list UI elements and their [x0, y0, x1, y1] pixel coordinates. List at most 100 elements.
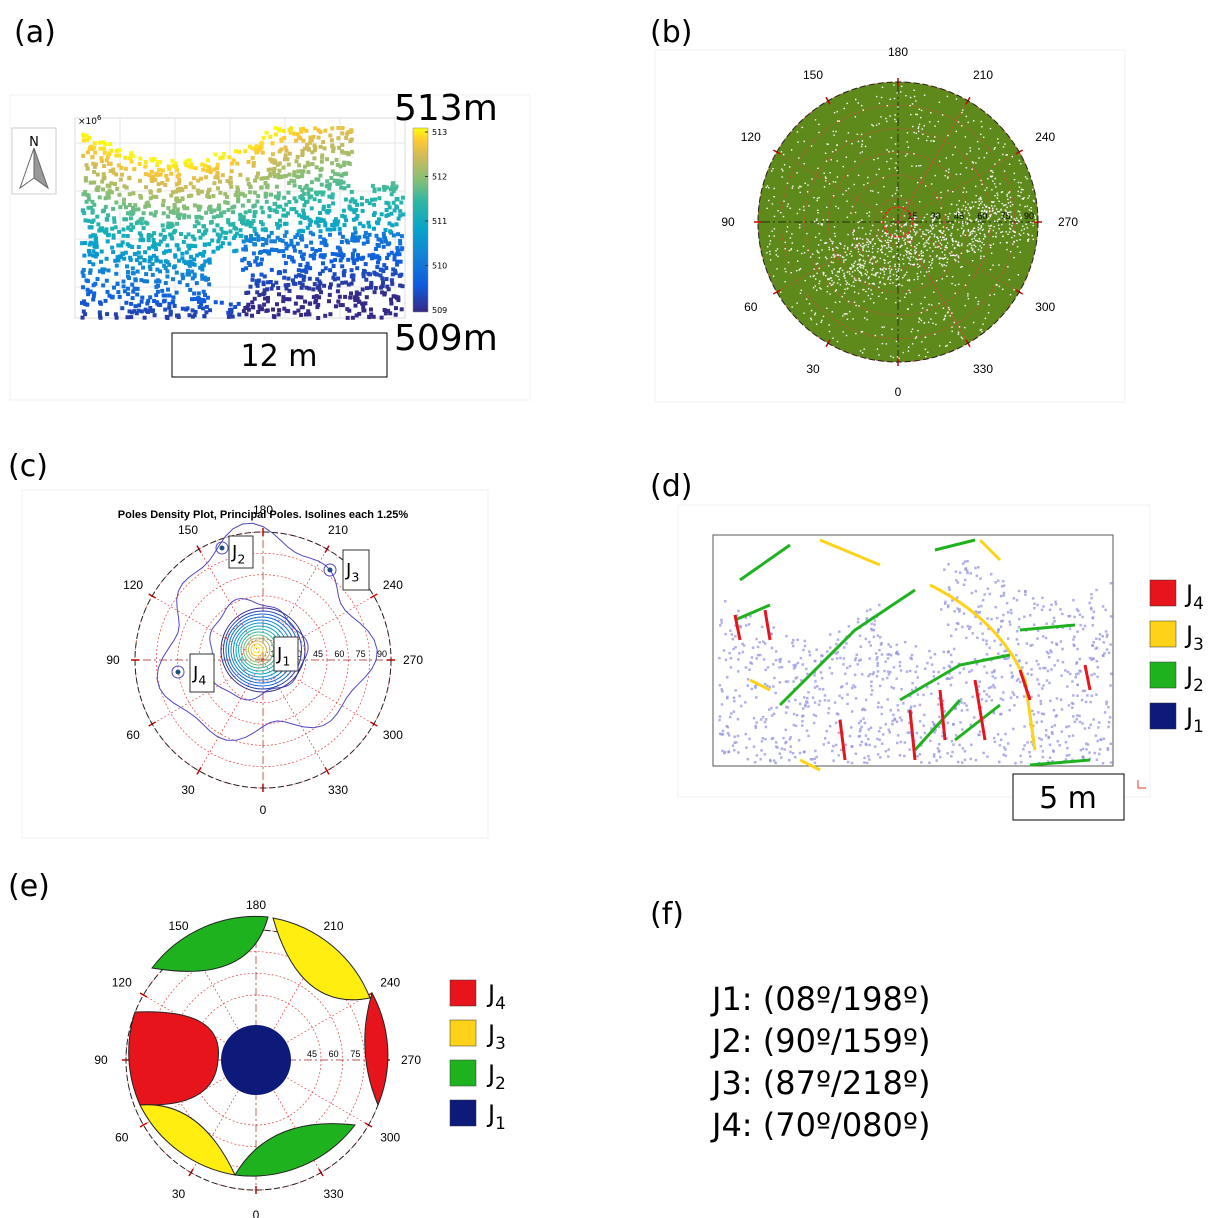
pole-point — [936, 197, 937, 198]
cloud-point — [824, 699, 827, 702]
map-pixel — [129, 153, 133, 157]
cloud-point — [796, 714, 799, 717]
pole-point — [839, 279, 840, 280]
cloud-point — [979, 730, 982, 733]
cloud-point — [899, 717, 902, 720]
panel-label: (f) — [650, 897, 684, 932]
pole-point — [911, 239, 912, 240]
map-pixel — [300, 238, 304, 242]
cloud-point — [860, 720, 863, 723]
cloud-point — [1029, 755, 1032, 758]
pole-point — [901, 226, 902, 227]
pole-point — [983, 137, 984, 138]
map-pixel — [161, 203, 165, 207]
pole-point — [915, 338, 916, 339]
cloud-point — [950, 684, 953, 687]
pole-point — [876, 272, 877, 273]
pole-point — [955, 255, 956, 256]
map-pixel — [254, 210, 258, 214]
map-pixel — [398, 214, 402, 218]
pole-point — [857, 244, 858, 245]
cloud-point — [955, 628, 958, 631]
pole-point — [769, 251, 770, 252]
map-pixel — [177, 259, 181, 263]
pole-point — [890, 158, 891, 159]
cloud-point — [1003, 746, 1006, 749]
pole-point — [924, 297, 925, 298]
pole-point — [866, 213, 867, 214]
pole-point — [818, 252, 819, 253]
pole-point — [919, 317, 920, 318]
pole-point — [933, 243, 934, 244]
cloud-point — [806, 697, 809, 700]
cloud-point — [1000, 644, 1003, 647]
joint-label: J2 — [486, 1060, 506, 1093]
joint-sub: 4 — [495, 993, 506, 1013]
pole-point — [983, 256, 984, 257]
pole-point — [829, 172, 830, 173]
map-pixel — [168, 249, 172, 253]
map-pixel — [267, 234, 271, 238]
pole-point — [913, 229, 914, 230]
cloud-point — [983, 593, 986, 596]
cloud-point — [986, 653, 989, 656]
pole-point — [981, 242, 982, 243]
cloud-point — [841, 697, 844, 700]
map-pixel — [246, 303, 250, 307]
cloud-point — [956, 607, 959, 610]
pole-point — [839, 120, 840, 121]
map-pixel — [150, 179, 154, 183]
cloud-point — [896, 704, 899, 707]
scale-label: 12 m — [241, 339, 318, 374]
cloud-point — [1002, 691, 1005, 694]
map-pixel — [375, 234, 379, 238]
legend-swatch — [1150, 621, 1176, 647]
pole-point — [848, 132, 849, 133]
map-pixel — [144, 172, 148, 176]
cloud-point — [1069, 627, 1072, 630]
map-pixel — [389, 298, 393, 302]
map-pixel — [229, 303, 233, 307]
cloud-point — [977, 734, 980, 737]
pole-point — [1023, 198, 1024, 199]
pole-point — [860, 272, 861, 273]
pole-point — [833, 131, 834, 132]
cloud-point — [992, 684, 995, 687]
map-pixel — [361, 309, 365, 313]
map-pixel — [204, 211, 208, 215]
map-pixel — [307, 163, 311, 167]
map-pixel — [271, 141, 275, 145]
map-pixel — [129, 315, 133, 319]
cloud-point — [789, 738, 792, 741]
pole-point — [915, 252, 916, 253]
map-pixel — [175, 291, 179, 295]
pole-point — [1019, 211, 1020, 212]
pole-point — [917, 182, 918, 183]
pole-point — [978, 241, 979, 242]
cloud-point — [1095, 589, 1098, 592]
map-pixel — [97, 185, 101, 189]
pole-point — [847, 288, 848, 289]
cloud-point — [1068, 735, 1071, 738]
pole-point — [908, 350, 909, 351]
pole-point — [947, 345, 948, 346]
colorbar — [413, 128, 428, 312]
cloud-point — [901, 719, 904, 722]
cloud-point — [814, 680, 817, 683]
pole-point — [847, 248, 848, 249]
pole-point — [884, 260, 885, 261]
pole-point — [922, 134, 923, 135]
pole-point — [1008, 214, 1009, 215]
cloud-point — [799, 752, 802, 755]
map-pixel — [285, 230, 289, 234]
cloud-point — [897, 734, 900, 737]
cloud-point — [1093, 641, 1096, 644]
map-pixel — [331, 201, 335, 205]
cloud-point — [793, 713, 796, 716]
pole-point — [888, 237, 889, 238]
pole-point — [782, 170, 783, 171]
cloud-point — [951, 751, 954, 754]
cloud-point — [1018, 590, 1021, 593]
pole-point — [849, 271, 850, 272]
cloud-point — [988, 687, 991, 690]
